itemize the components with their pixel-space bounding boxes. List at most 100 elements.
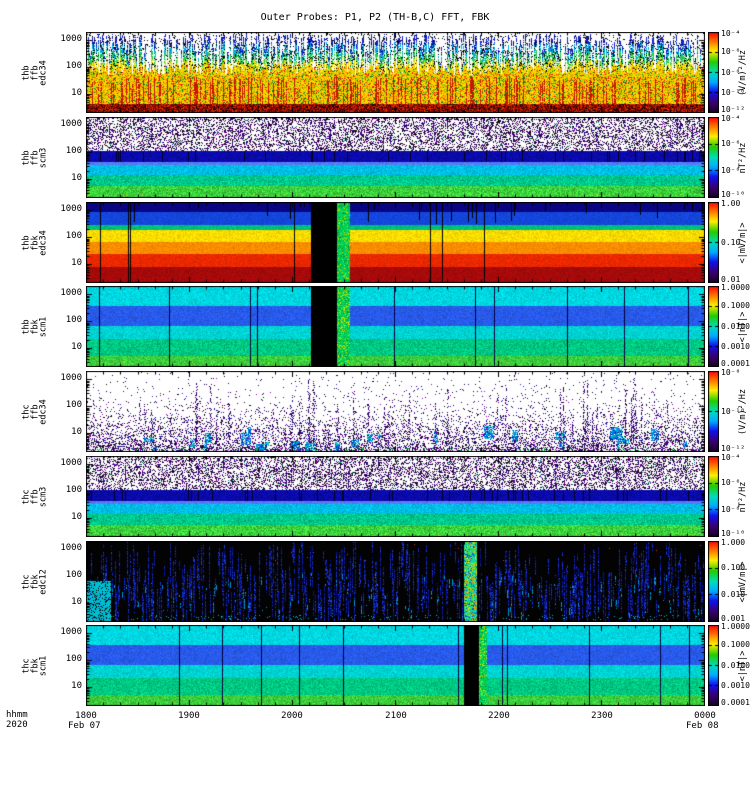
colorbar-thc-fbk-scm1 xyxy=(708,625,719,706)
panel-label-thc-ffb-edc34: thc ffb edc34 xyxy=(21,371,48,452)
x-tick-label-0000: 0000 xyxy=(694,711,716,721)
colorbar-tick-label: 0.1000 xyxy=(721,301,750,310)
colorbar-unit-text: nT²/Hz xyxy=(737,142,748,173)
panel-thb-ffb-scm3: thb ffb scm3 1000 100 10 10⁻⁴ 10⁻⁶ 10⁻⁸ 10⁻¹⁰ nT²/… xyxy=(0,114,750,199)
colorbar-tick-label: 10⁻⁴ xyxy=(721,453,741,462)
colorbar-tick-label: 0.0001 xyxy=(721,698,750,707)
colorbar-tick-label: 0.010 xyxy=(721,590,746,599)
y-tick-label: 1000 xyxy=(60,373,82,383)
y-tick-label: 1000 xyxy=(60,204,82,214)
colorbar-unit-text: (V/m)²/Hz xyxy=(737,49,748,96)
y-tick-label: 100 xyxy=(65,146,82,156)
colorbar-tick-label: 10⁻⁸ xyxy=(721,166,741,175)
panel-label-thc-ffb-scm3: thc ffb scm3 xyxy=(21,456,48,537)
x-tick-label-2000: 2000 xyxy=(281,711,303,721)
spectrogram-canvas-thb-fbk-scm1 xyxy=(86,286,705,367)
y-tick-label: 1000 xyxy=(60,458,82,468)
colorbar-thc-ffb-edc34 xyxy=(708,371,719,452)
panel-thb-fbk-edc34: thb fbk edc34 1000 100 10 1.00 0.10 0.01 <|mV/m|> xyxy=(0,199,750,284)
spectrogram-canvas-thb-ffb-scm3 xyxy=(86,117,705,198)
colorbar-tick-label: 10⁻¹⁰ xyxy=(721,529,746,538)
colorbar-tick-label: 0.10 xyxy=(721,238,741,247)
colorbar-thc-fbk-edc12 xyxy=(708,541,719,622)
colorbar-tick-label: 0.0100 xyxy=(721,322,750,331)
y-tick-label: 10 xyxy=(71,342,82,352)
colorbar-tick-label: 10⁻¹⁰ xyxy=(721,407,746,416)
x-tick-label-2300: 2300 xyxy=(591,711,613,721)
y-tick-label: 1000 xyxy=(60,627,82,637)
panel-label-thb-fbk-edc34: thb fbk edc34 xyxy=(21,202,48,283)
y-tick-label: 1000 xyxy=(60,543,82,553)
spectrogram-canvas-thc-ffb-scm3 xyxy=(86,456,705,537)
x-axis-year-label: 2020 xyxy=(6,720,28,730)
colorbar-unit-thc-ffb-scm3: nT²/Hz xyxy=(735,456,750,537)
colorbar-unit-thc-ffb-edc34: (V/m)²/Hz xyxy=(735,371,750,452)
y-tick-label: 100 xyxy=(65,654,82,664)
y-tick-label: 100 xyxy=(65,315,82,325)
y-tick-label: 100 xyxy=(65,570,82,580)
x-axis-unit-label: hhmm xyxy=(6,710,28,720)
colorbar-unit-thc-fbk-scm1: <|nT|> xyxy=(735,625,750,706)
y-tick-label: 10 xyxy=(71,427,82,437)
colorbar-thb-fbk-edc34 xyxy=(708,202,719,283)
spectrogram-canvas-thb-fbk-edc34 xyxy=(86,202,705,283)
spectrogram-canvas-thb-ffb-edc34 xyxy=(86,32,705,113)
colorbar-tick-label: 10⁻¹² xyxy=(721,105,746,114)
y-tick-label: 10 xyxy=(71,681,82,691)
plot-title: Outer Probes: P1, P2 (TH-B,C) FFT, FBK xyxy=(260,12,490,23)
colorbar-tick-label: 1.000 xyxy=(721,538,746,547)
colorbar-unit-thb-fbk-scm1: <|nT|> xyxy=(735,286,750,367)
panel-label-thb-fbk-scm1: thb fbk scm1 xyxy=(21,286,48,367)
y-tick-label: 100 xyxy=(65,231,82,241)
colorbar-tick-label: 10⁻¹⁰ xyxy=(721,190,746,199)
colorbar-unit-thc-fbk-edc12: <|mV/m|> xyxy=(735,541,750,622)
colorbar-tick-label: 10⁻⁴ xyxy=(721,114,741,123)
colorbar-unit-thb-fbk-edc34: <|mV/m|> xyxy=(735,202,750,283)
x-tick-label-2100: 2100 xyxy=(385,711,407,721)
y-tick-label: 100 xyxy=(65,61,82,71)
panel-label-thc-fbk-scm1: thc fbk scm1 xyxy=(21,625,48,706)
y-tick-label: 1000 xyxy=(60,34,82,44)
colorbar-thc-ffb-scm3 xyxy=(708,456,719,537)
colorbar-tick-label: 10⁻⁶ xyxy=(721,478,741,487)
colorbar-thb-ffb-edc34 xyxy=(708,32,719,113)
y-tick-label: 10 xyxy=(71,173,82,183)
colorbar-tick-label: 0.0100 xyxy=(721,661,750,670)
x-axis-date-end: Feb 08 xyxy=(686,721,719,731)
y-tick-label: 10 xyxy=(71,597,82,607)
y-tick-label: 10 xyxy=(71,512,82,522)
colorbar-tick-label: 0.01 xyxy=(721,275,741,284)
y-tick-label: 100 xyxy=(65,400,82,410)
colorbar-tick-label: 10⁻⁶ xyxy=(721,139,741,148)
colorbar-tick-label: 0.001 xyxy=(721,614,746,623)
panel-thc-ffb-edc34: thc ffb edc34 1000 100 10 10⁻⁸ 10⁻¹⁰ 10⁻¹² (V/m)²… xyxy=(0,368,750,453)
colorbar-tick-label: 10⁻⁶ xyxy=(721,47,741,56)
colorbar-unit-text: <|nT|> xyxy=(737,650,748,681)
colorbar-tick-label: 0.100 xyxy=(721,563,746,572)
spectrogram-canvas-thc-ffb-edc34 xyxy=(86,371,705,452)
colorbar-tick-label: 10⁻⁸ xyxy=(721,68,741,77)
colorbar-tick-label: 0.1000 xyxy=(721,640,750,649)
colorbar-unit-thb-ffb-edc34: (V/m)²/Hz xyxy=(735,32,750,113)
y-tick-label: 100 xyxy=(65,485,82,495)
colorbar-unit-text: (V/m)²/Hz xyxy=(737,388,748,435)
colorbar-tick-label: 10⁻⁴ xyxy=(721,29,741,38)
spectrogram-canvas-thc-fbk-edc12 xyxy=(86,541,705,622)
y-tick-label: 10 xyxy=(71,88,82,98)
colorbar-tick-label: 0.0010 xyxy=(721,342,750,351)
colorbar-tick-label: 10⁻⁸ xyxy=(721,368,741,377)
colorbar-tick-label: 10⁻⁸ xyxy=(721,505,741,514)
y-tick-label: 1000 xyxy=(60,288,82,298)
panel-thc-ffb-scm3: thc ffb scm3 1000 100 10 10⁻⁴ 10⁻⁶ 10⁻⁸ 10⁻¹⁰ nT²/… xyxy=(0,453,750,538)
colorbar-tick-label: 0.0010 xyxy=(721,681,750,690)
colorbar-tick-label: 10⁻¹² xyxy=(721,444,746,453)
colorbar-unit-thb-ffb-scm3: nT²/Hz xyxy=(735,117,750,198)
colorbar-thb-ffb-scm3 xyxy=(708,117,719,198)
colorbar-tick-label: 1.00 xyxy=(721,199,741,208)
colorbar-unit-text: nT²/Hz xyxy=(737,481,748,512)
x-axis-date-start: Feb 07 xyxy=(68,721,101,731)
y-tick-label: 1000 xyxy=(60,119,82,129)
spectrogram-canvas-thc-fbk-scm1 xyxy=(86,625,705,706)
colorbar-tick-label: 1.0000 xyxy=(721,622,750,631)
